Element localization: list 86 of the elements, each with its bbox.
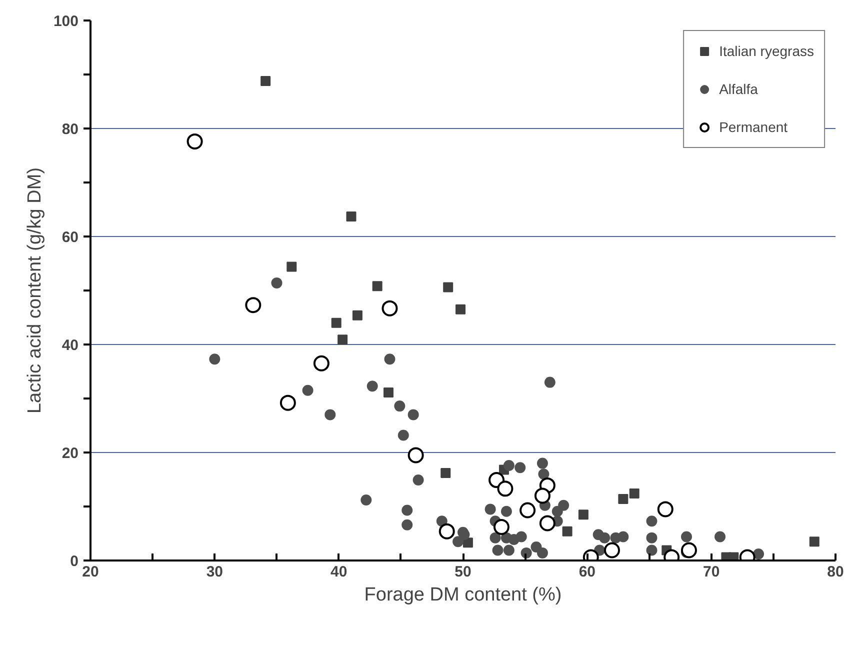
legend-label: Permanent [719, 119, 788, 135]
legend-label: Alfalfa [719, 81, 758, 97]
x-tick-label: 60 [578, 564, 596, 580]
point [646, 532, 658, 544]
point [809, 536, 820, 547]
point [646, 544, 658, 556]
point [500, 506, 512, 517]
point [618, 531, 629, 542]
point [681, 531, 692, 542]
point [536, 458, 548, 469]
point [503, 544, 514, 556]
point [313, 355, 330, 372]
point [286, 262, 297, 272]
point [384, 354, 396, 365]
point [534, 488, 550, 504]
point [408, 409, 419, 420]
point [443, 282, 454, 292]
point [324, 409, 336, 420]
x-tick-label: 30 [206, 564, 224, 580]
point [484, 504, 496, 515]
point [578, 510, 588, 520]
point [544, 376, 556, 388]
point [408, 447, 424, 464]
point [438, 523, 455, 540]
point [657, 501, 674, 518]
point [520, 547, 532, 558]
y-tick-label: 20 [62, 445, 79, 462]
point [520, 502, 536, 518]
point [209, 354, 220, 365]
point [539, 515, 556, 532]
y-tick-label: 0 [70, 553, 78, 570]
x-tick-label: 70 [702, 564, 720, 580]
y-tick-label: 40 [62, 337, 79, 354]
point [618, 494, 628, 504]
legend-label: Italian ryegrass [719, 43, 814, 59]
x-axis-title: Forage DM content (%) [364, 584, 562, 606]
point [271, 277, 282, 288]
point [346, 212, 356, 222]
point [366, 380, 378, 392]
point [497, 480, 514, 497]
point [538, 468, 550, 480]
point [402, 519, 413, 530]
x-tick-label: 50 [454, 564, 472, 580]
point [753, 548, 764, 560]
point [372, 281, 382, 292]
point [629, 488, 640, 499]
point [402, 504, 413, 516]
point [503, 460, 514, 471]
point [186, 133, 203, 150]
point [536, 547, 548, 558]
point [260, 76, 271, 86]
point [452, 536, 464, 548]
point [436, 516, 448, 527]
point [352, 310, 362, 320]
point [440, 468, 451, 478]
point [456, 304, 466, 314]
point [398, 430, 409, 441]
point [280, 394, 296, 411]
point [331, 318, 342, 328]
point [514, 462, 526, 474]
point [490, 532, 501, 544]
point [714, 531, 726, 542]
point [412, 474, 424, 486]
point [599, 532, 610, 544]
point [302, 384, 314, 396]
point [493, 519, 510, 536]
point [558, 500, 570, 511]
point [562, 526, 572, 536]
point [492, 544, 504, 556]
point [680, 542, 697, 558]
x-tick-label: 80 [827, 564, 844, 580]
x-tick-label: 20 [82, 564, 99, 580]
point [516, 531, 527, 542]
y-tick-label: 100 [53, 13, 79, 30]
point [646, 516, 658, 527]
point [382, 300, 398, 316]
y-tick-label: 60 [62, 229, 79, 246]
point [384, 388, 394, 398]
y-tick-label: 80 [62, 121, 79, 138]
y-axis-title: Lactic acid content (g/kg DM) [24, 167, 46, 414]
point [338, 334, 348, 345]
point [360, 494, 372, 506]
x-tick-label: 40 [330, 564, 348, 580]
point [604, 542, 620, 558]
point [245, 297, 262, 314]
point [394, 400, 406, 412]
